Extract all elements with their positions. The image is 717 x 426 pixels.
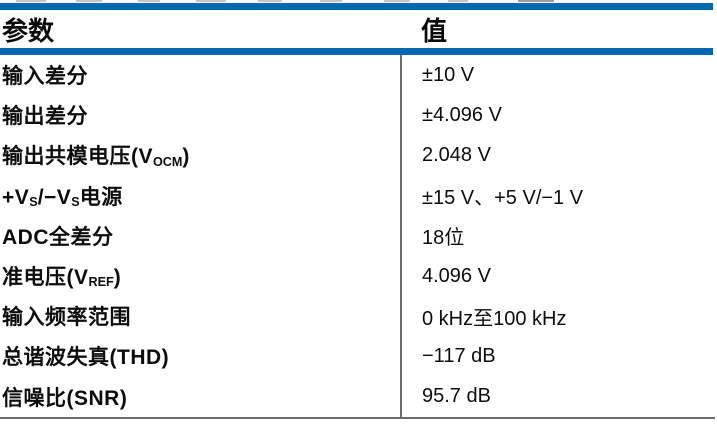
table-bottom-rule <box>0 417 715 419</box>
parameter-text: ) <box>113 266 122 290</box>
parameter-text: ADC全差分 <box>2 225 114 249</box>
subscript-text: S <box>71 194 80 209</box>
parameter-cell: 总谐波失真(THD) <box>0 341 401 371</box>
parameter-cell: 输入频率范围 <box>0 301 401 331</box>
parameter-cell: 信噪比(SNR) <box>0 382 401 412</box>
parameter-cell: +VS/−VS电源 <box>0 181 401 211</box>
value-cell: ±15 V、+5 V/−1 V <box>422 187 584 210</box>
parameter-text: 准电压(V <box>2 266 89 290</box>
table-row: 总谐波失真(THD) −117 dB <box>0 336 713 376</box>
table-row: 准电压(VREF) 4.096 V <box>0 256 713 296</box>
column-header-value: 值 <box>421 15 448 46</box>
parameter-text: 输出差分 <box>2 105 88 129</box>
table-header-row: 参数 值 <box>0 10 713 48</box>
parameter-text: +V <box>2 185 30 209</box>
parameter-text: 信噪比(SNR) <box>2 386 128 410</box>
value-cell: 2.048 V <box>422 143 491 166</box>
parameter-text: ) <box>182 145 190 169</box>
table-row: ADC全差分 18位 <box>0 216 713 256</box>
value-cell: −117 dB <box>422 344 496 367</box>
subscript-text: OCM <box>153 154 183 169</box>
parameter-cell: 输出差分 <box>0 100 401 130</box>
value-cell: 18位 <box>422 227 465 250</box>
parameter-cell: 输出共模电压(VOCM) <box>0 140 401 170</box>
table-row: 输出差分 ±4.096 V <box>0 95 713 135</box>
column-header-parameter: 参数 <box>2 15 55 46</box>
cropped-text-artifact <box>0 0 717 2</box>
table-top-rule <box>0 3 713 10</box>
value-cell: ±4.096 V <box>422 103 502 126</box>
parameter-text: 输入频率范围 <box>2 306 131 330</box>
parameter-cell: ADC全差分 <box>0 221 401 251</box>
table-row: 输入频率范围 0 kHz至100 kHz <box>0 296 713 336</box>
table-header-rule <box>0 48 713 55</box>
column-divider <box>400 55 402 417</box>
table-row: 输出共模电压(VOCM) 2.048 V <box>0 135 713 175</box>
parameter-text: 电源 <box>79 185 123 209</box>
table-body: 输入差分 ±10 V 输出差分 ±4.096 V 输出共模电压(VOCM) 2.… <box>0 55 713 417</box>
parameter-cell: 准电压(VREF) <box>0 261 401 291</box>
value-cell: ±10 V <box>422 63 475 86</box>
parameter-cell: 输入差分 <box>0 60 401 90</box>
parameter-text: 输入差分 <box>2 65 88 89</box>
table-row: +VS/−VS电源 ±15 V、+5 V/−1 V <box>0 176 713 216</box>
subscript-text: REF <box>88 275 114 290</box>
value-cell: 4.096 V <box>422 264 491 287</box>
table-row: 输入差分 ±10 V <box>0 55 713 95</box>
value-cell: 95.7 dB <box>422 385 491 408</box>
parameter-text: 输出共模电压(V <box>2 145 153 169</box>
subscript-text: S <box>29 194 38 209</box>
value-cell: 0 kHz至100 kHz <box>422 307 567 330</box>
table-row: 信噪比(SNR) 95.7 dB <box>0 377 713 417</box>
parameter-text: /−V <box>37 185 72 209</box>
parameter-text: 总谐波失真(THD) <box>2 346 170 370</box>
